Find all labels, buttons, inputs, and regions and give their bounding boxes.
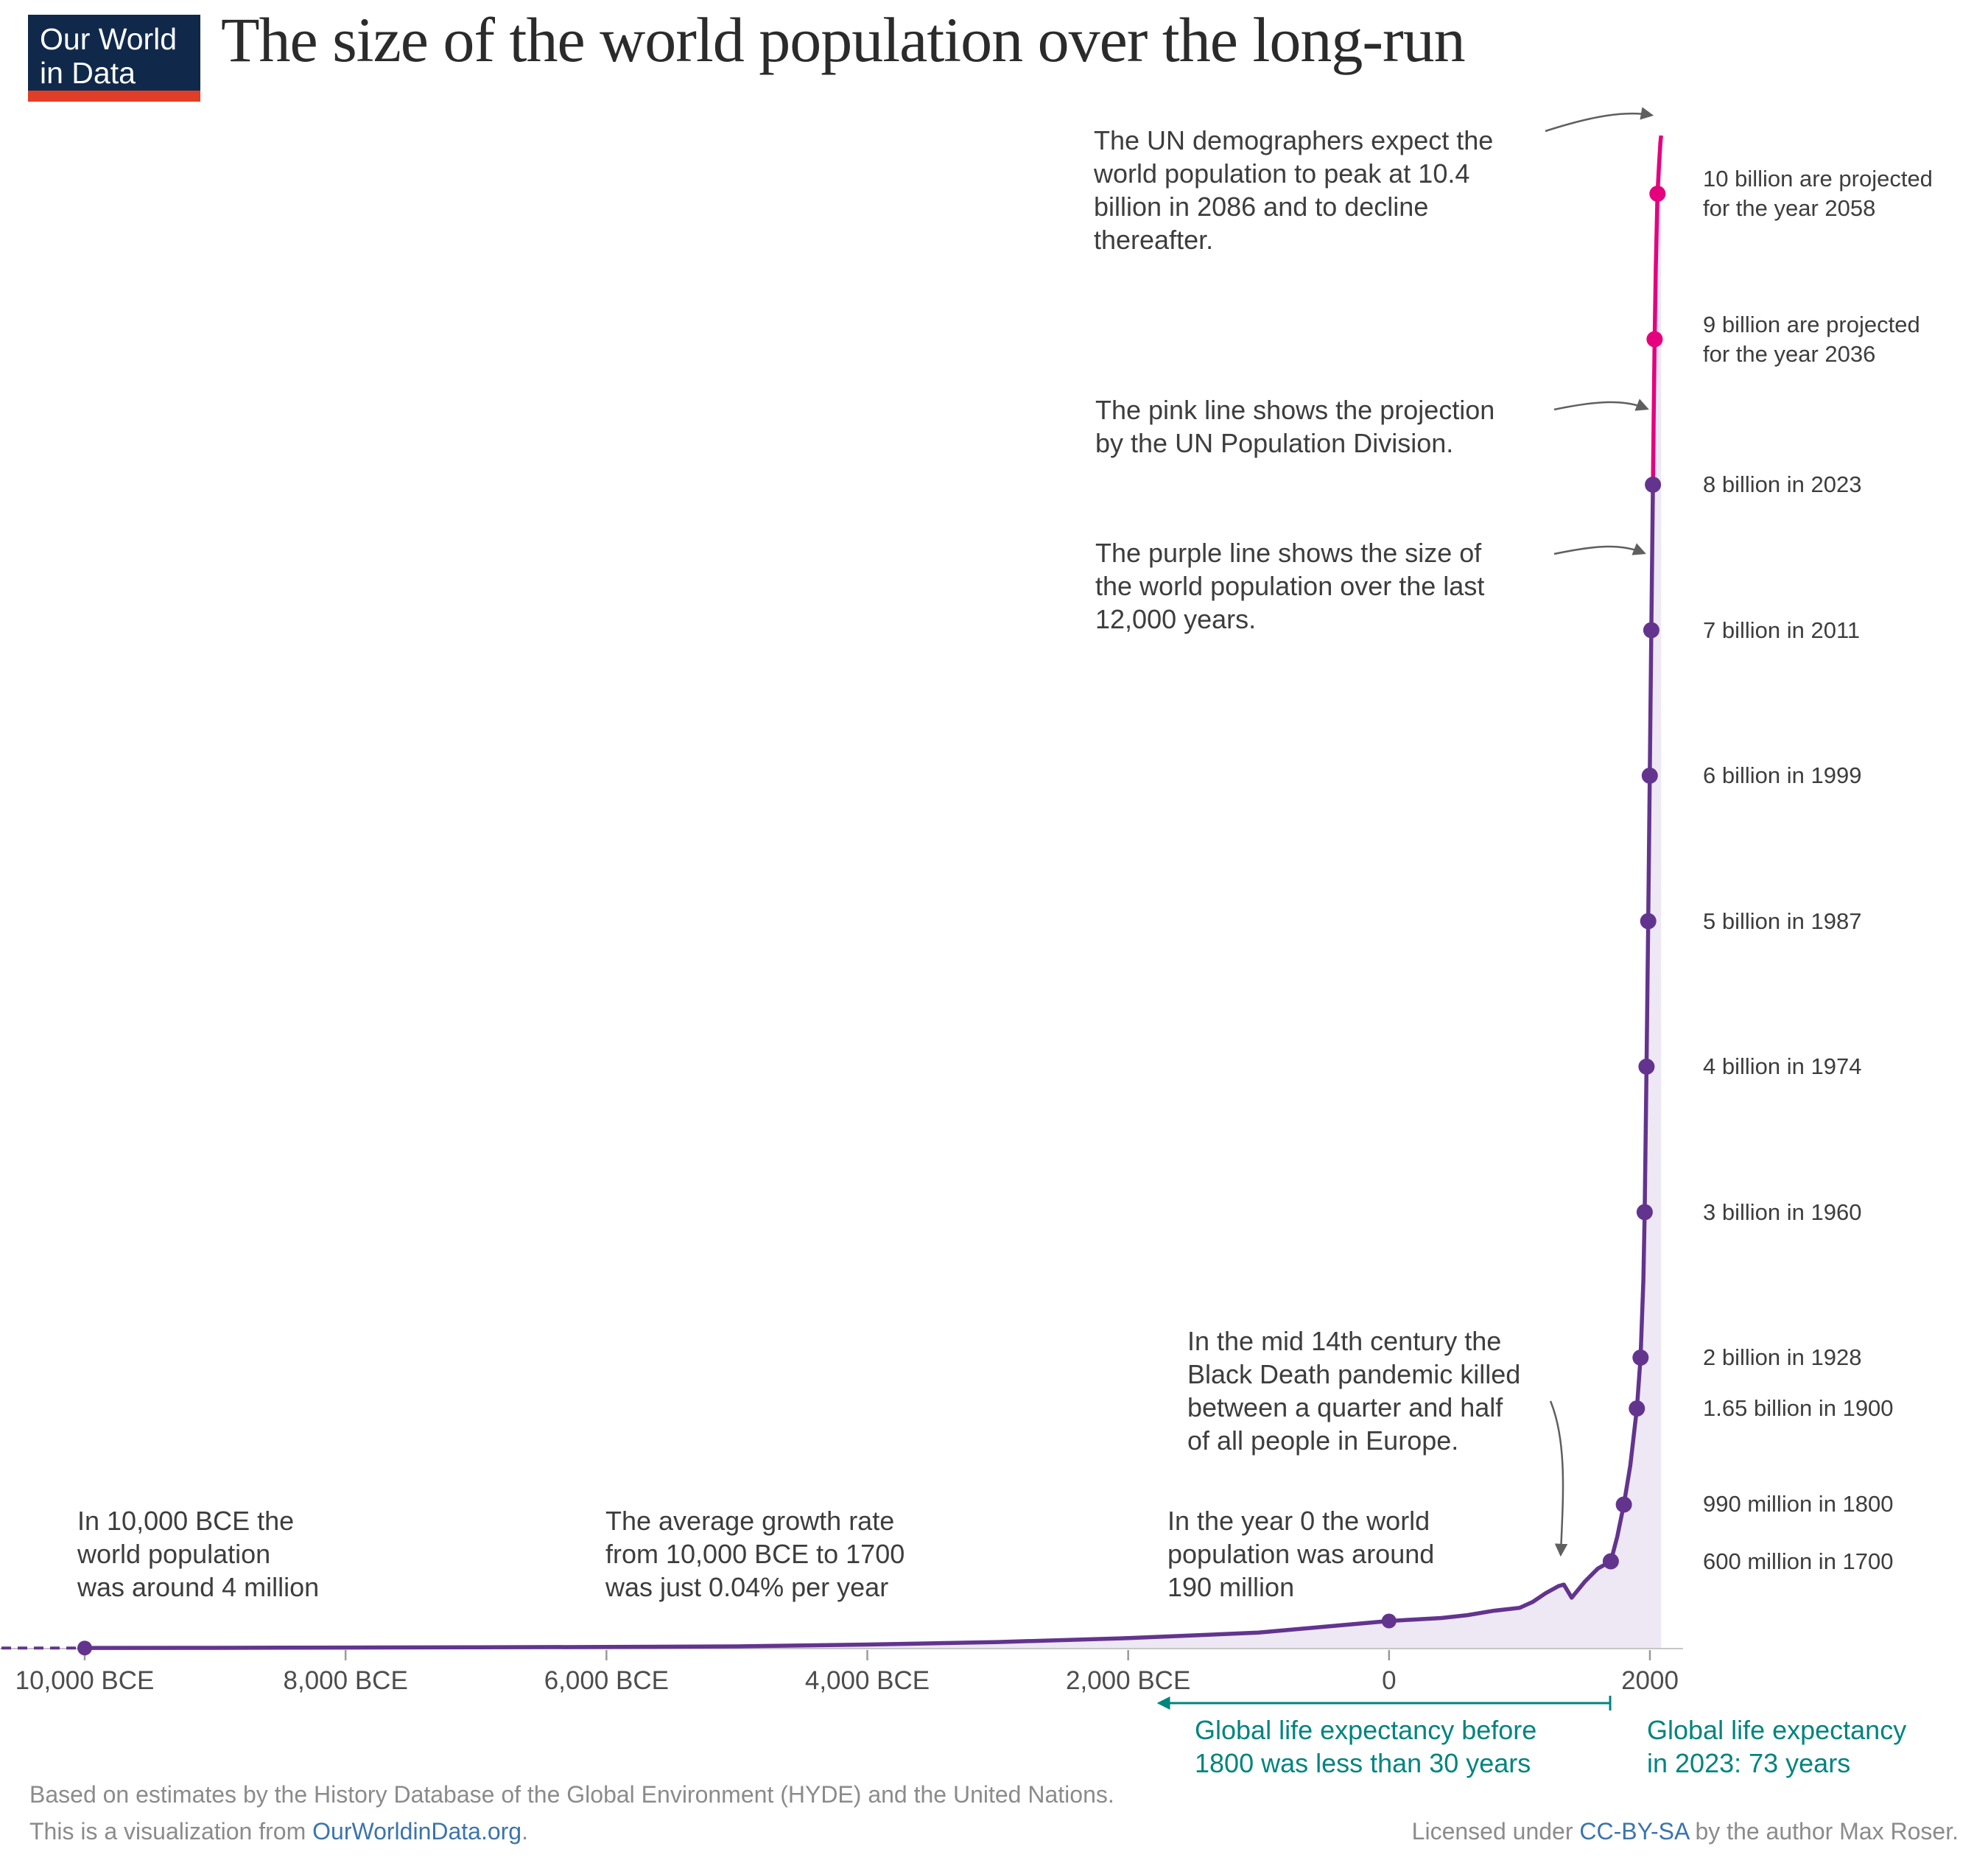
milestone-label: 600 million in 1700: [1703, 1548, 1894, 1574]
milestone-label: 1.65 billion in 1900: [1703, 1395, 1894, 1421]
milestone-label: 6 billion in 1999: [1703, 762, 1862, 788]
milestone-label: 990 million in 1800: [1703, 1491, 1894, 1517]
attribution-prefix: This is a visualization from: [29, 1818, 313, 1845]
milestone-label: 10 billion are projected for the year 20…: [1703, 166, 1933, 221]
milestone-label: 7 billion in 2011: [1703, 617, 1861, 643]
license-note: Licensed under CC-BY-SA by the author Ma…: [1412, 1818, 1959, 1845]
milestone-label: 5 billion in 1987: [1703, 908, 1862, 934]
x-axis-labels: 10,000 BCE 8,000 BCE 6,000 BCE 4,000 BCE 2,0…: [0, 1666, 1988, 1699]
x-axis-label: 2,000 BCE: [1066, 1666, 1191, 1695]
historical-population-line: [84, 484, 1655, 1650]
owid-logo-line1: Our World: [40, 22, 178, 56]
arrow-black-death: [1549, 1400, 1568, 1557]
data-point-dot: [77, 1640, 92, 1656]
milestone-dot: [1638, 1059, 1655, 1075]
milestone-label: 2 billion in 1928: [1703, 1344, 1862, 1370]
milestone-dot: [1636, 1204, 1653, 1221]
annotation-life-expectancy-2023: Global life expectancy in 2023: 73 years: [1647, 1715, 1907, 1778]
projection-population-line: [1651, 135, 1663, 485]
arrow-to-pink-line: [1553, 399, 1649, 411]
annotation-pink-line: The pink line shows the projection by th…: [1095, 395, 1495, 458]
source-note: Based on estimates by the History Databa…: [29, 1781, 1114, 1808]
milestone-dot: [1643, 622, 1659, 639]
x-axis-ticks: [83, 1650, 1651, 1660]
annotation-un-peak: The UN demographers expect the world pop…: [1094, 125, 1494, 255]
milestone-dot: [1629, 1400, 1645, 1417]
milestone-dot: [1641, 768, 1658, 784]
x-axis-label: 8,000 BCE: [283, 1666, 408, 1695]
annotation-life-expectancy-before: Global life expectancy before 1800 was l…: [1195, 1715, 1537, 1778]
x-axis-label: 4,000 BCE: [804, 1666, 930, 1695]
arrow-to-purple-line: [1553, 543, 1646, 555]
annotation-year-zero: In the year 0 the world population was a…: [1167, 1506, 1435, 1602]
milestone-dot: [1645, 477, 1662, 493]
license-prefix: Licensed under: [1411, 1818, 1580, 1845]
license-suffix: by the author Max Roser.: [1688, 1818, 1959, 1845]
annotation-growth-rate: The average growth rate from 10,000 BCE …: [605, 1506, 905, 1602]
owid-logo-red-bar: [28, 91, 200, 102]
milestone-label: 9 billion are projected for the year 203…: [1703, 312, 1920, 367]
milestone-dot: [1615, 1496, 1632, 1513]
milestone-dot: [1602, 1553, 1619, 1570]
arrow-to-projection-peak: [1545, 107, 1654, 133]
annotation-10000bce: In 10,000 BCE the world population was a…: [77, 1506, 320, 1602]
annotation-black-death: In the mid 14th century the Black Death …: [1187, 1326, 1521, 1456]
license-link[interactable]: CC-BY-SA: [1579, 1818, 1689, 1845]
milestone-dot: [1640, 913, 1657, 930]
milestone-label: 4 billion in 1974: [1703, 1053, 1862, 1079]
milestone-label: 3 billion in 1960: [1703, 1199, 1862, 1225]
owid-link[interactable]: OurWorldinData.org: [312, 1818, 522, 1845]
data-point-dot: [1381, 1613, 1397, 1629]
attribution-suffix: .: [521, 1818, 528, 1845]
milestone-dot: [1632, 1350, 1649, 1366]
x-axis-label: 2000: [1621, 1666, 1679, 1695]
milestone-label: 8 billion in 2023: [1703, 471, 1862, 497]
x-axis-label: 10,000 BCE: [15, 1666, 155, 1695]
x-axis-label: 0: [1382, 1666, 1397, 1695]
x-axis-label: 6,000 BCE: [544, 1666, 669, 1695]
milestone-dot: [1649, 186, 1666, 202]
attribution-note: This is a visualization from OurWorldinD…: [29, 1818, 528, 1845]
annotation-purple-line: The purple line shows the size of the wo…: [1095, 538, 1485, 634]
owid-logo-line2: in Data: [40, 56, 136, 90]
milestone-dot: [1646, 331, 1663, 348]
milestone-dots: [77, 186, 1666, 1656]
owid-logo: Our World in Data: [28, 15, 200, 102]
page-title: The size of the world population over th…: [221, 4, 1466, 75]
